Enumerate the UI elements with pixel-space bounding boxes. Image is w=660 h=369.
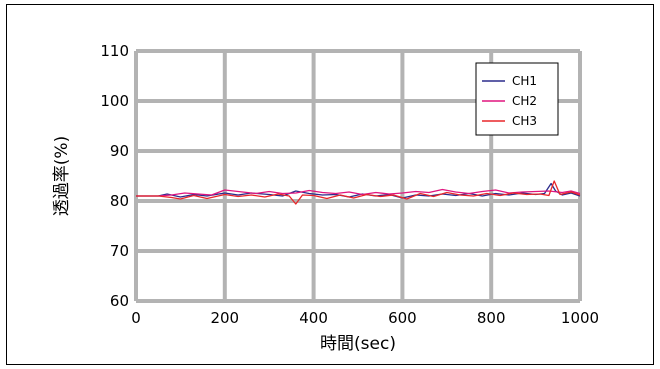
y-tick-label: 100 (100, 92, 129, 110)
x-axis-title: 時間(sec) (320, 334, 396, 354)
series-line-ch3 (136, 180, 581, 205)
y-tick-label: 60 (110, 292, 129, 310)
x-tick-label: 800 (477, 309, 506, 327)
x-tick-label: 1000 (561, 309, 599, 327)
y-tick-label: 90 (110, 142, 129, 160)
y-axis-title: 透過率(%) (52, 136, 72, 216)
legend-label-ch3: CH3 (512, 114, 537, 128)
legend-label-ch1: CH1 (512, 74, 537, 88)
grid (134, 49, 582, 303)
legend-label-ch2: CH2 (512, 94, 537, 108)
y-tick-label: 80 (110, 192, 129, 210)
y-tick-labels: 60 70 80 90 100 110 (100, 42, 129, 310)
legend-box (475, 62, 559, 136)
x-tick-labels: 0 200 400 600 800 1000 (131, 309, 599, 327)
x-tick-label: 600 (388, 309, 417, 327)
y-tick-label: 70 (110, 242, 129, 260)
x-tick-label: 400 (299, 309, 328, 327)
chart-frame: 60 70 80 90 100 110 0 200 400 600 800 1000 時間(sec)… (6, 4, 654, 365)
y-tick-label: 110 (100, 42, 129, 60)
series-line-ch2 (136, 188, 581, 197)
legend: CH1 CH2 CH3 (475, 62, 559, 136)
x-tick-label: 0 (131, 309, 141, 327)
line-chart: 60 70 80 90 100 110 0 200 400 600 800 1000 時間(sec)… (52, 42, 599, 354)
x-tick-label: 200 (210, 309, 239, 327)
series-lines (136, 180, 581, 205)
